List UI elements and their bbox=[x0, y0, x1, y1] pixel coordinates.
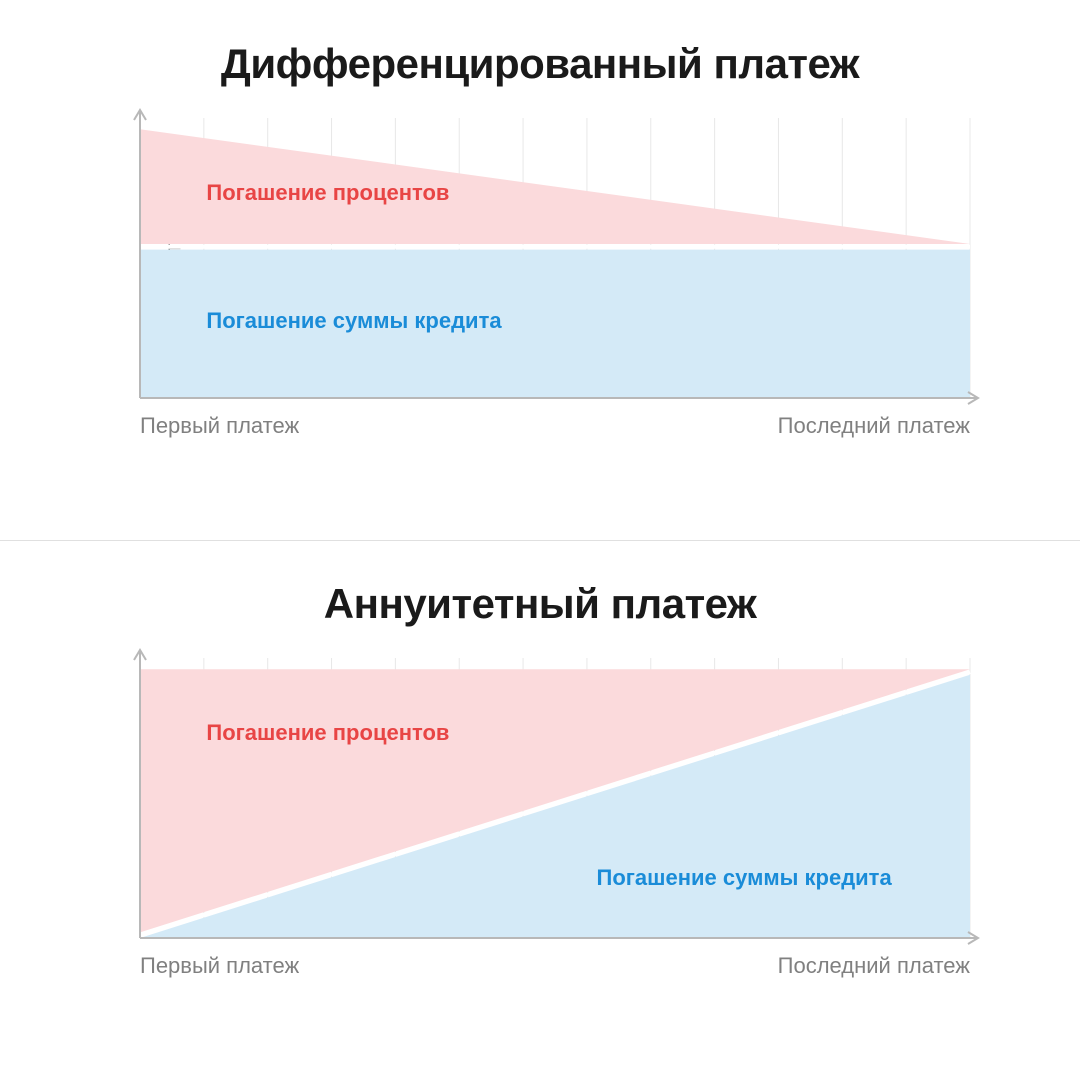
interest-label-2: Погашение процентов bbox=[206, 720, 449, 746]
chart-title-1: Дифференцированный платеж bbox=[80, 40, 1000, 88]
chart-container-2: Размер платежа Погашение процентов Погаш… bbox=[130, 658, 1000, 998]
chart-container-1: Размер платежа Погашение процентов Погаш… bbox=[130, 118, 1000, 458]
annuity-panel: Аннуитетный платеж Размер платежа Погаше… bbox=[0, 540, 1080, 1080]
chart-svg-1 bbox=[140, 118, 990, 418]
principal-label-1: Погашение суммы кредита bbox=[206, 308, 501, 334]
plot-area-2: Погашение процентов Погашение суммы кред… bbox=[140, 658, 970, 938]
differentiated-panel: Дифференцированный платеж Размер платежа… bbox=[0, 0, 1080, 540]
plot-area-1: Погашение процентов Погашение суммы кред… bbox=[140, 118, 970, 398]
chart-title-2: Аннуитетный платеж bbox=[80, 580, 1000, 628]
interest-label-1: Погашение процентов bbox=[206, 180, 449, 206]
chart-svg-2 bbox=[140, 658, 990, 958]
principal-label-2: Погашение суммы кредита bbox=[597, 865, 892, 891]
